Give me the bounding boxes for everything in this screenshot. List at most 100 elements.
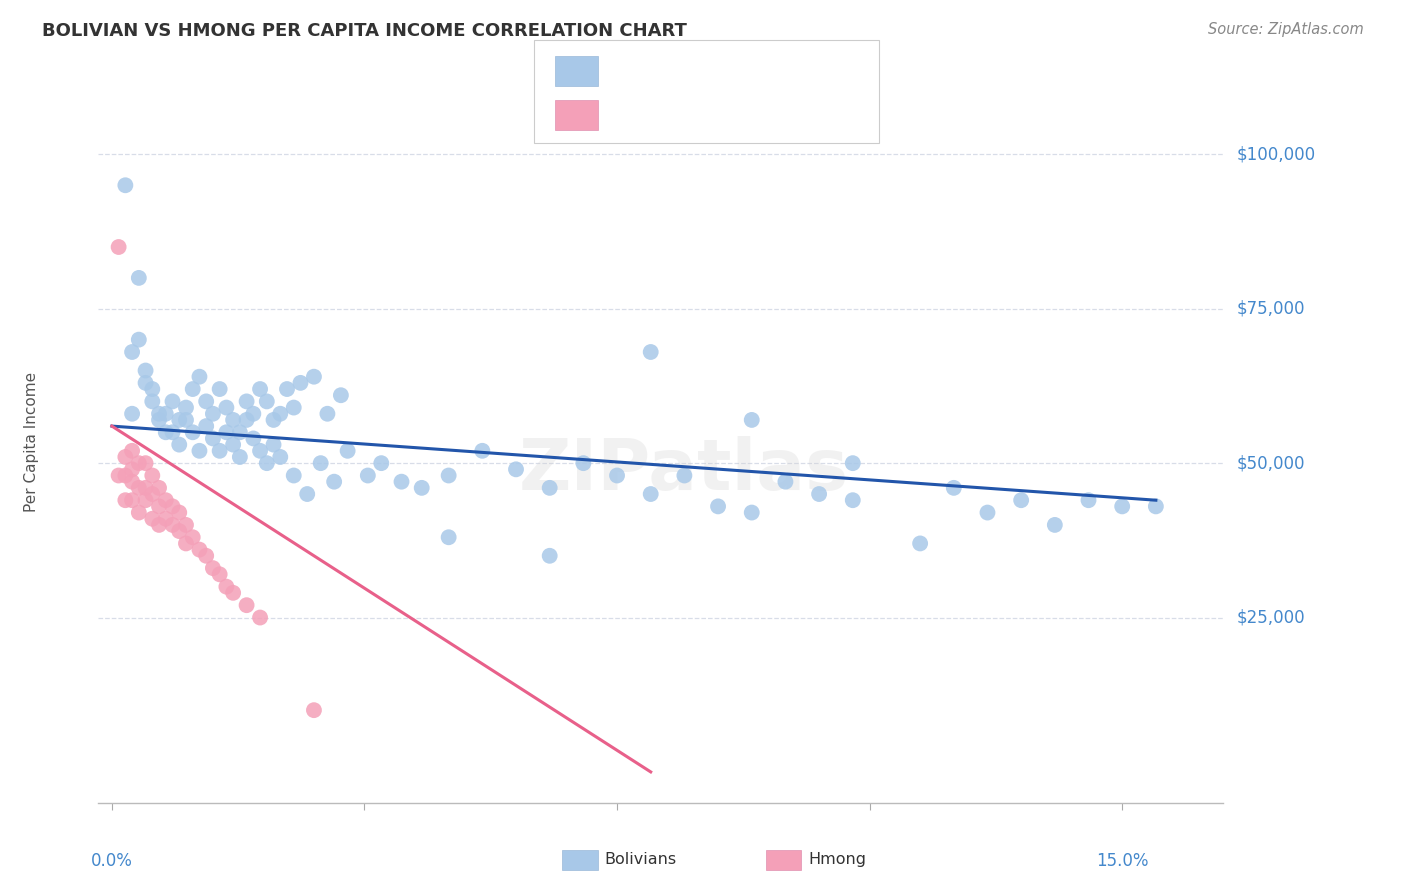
Point — [188, 369, 211, 384]
Point — [114, 450, 136, 464]
Point — [229, 425, 252, 440]
Point — [201, 407, 224, 421]
Point — [148, 413, 170, 427]
Point — [114, 178, 136, 193]
Point — [235, 598, 257, 612]
Point — [283, 401, 305, 415]
Point — [208, 443, 231, 458]
Point — [329, 388, 352, 402]
Point — [538, 549, 561, 563]
Point — [263, 413, 285, 427]
Point — [302, 703, 325, 717]
Point — [741, 506, 763, 520]
Point — [842, 456, 865, 470]
Point — [263, 437, 285, 451]
Point — [135, 376, 157, 390]
Point — [316, 407, 339, 421]
Point — [148, 500, 170, 514]
Text: Source: ZipAtlas.com: Source: ZipAtlas.com — [1208, 22, 1364, 37]
Point — [215, 425, 238, 440]
Point — [174, 401, 197, 415]
Point — [1111, 500, 1133, 514]
Point — [538, 481, 561, 495]
Point — [215, 401, 238, 415]
Text: 88: 88 — [756, 63, 779, 78]
Point — [121, 443, 143, 458]
Point — [162, 425, 184, 440]
Text: -0.168: -0.168 — [644, 63, 696, 78]
Point — [437, 468, 460, 483]
Text: -0.519: -0.519 — [644, 107, 696, 122]
Point — [128, 456, 150, 470]
Point — [195, 419, 218, 434]
Text: N =: N = — [721, 107, 758, 122]
Point — [167, 413, 190, 427]
Point — [572, 456, 595, 470]
Point — [167, 524, 190, 538]
Text: BOLIVIAN VS HMONG PER CAPITA INCOME CORRELATION CHART: BOLIVIAN VS HMONG PER CAPITA INCOME CORR… — [42, 22, 688, 40]
Point — [606, 468, 628, 483]
Point — [174, 517, 197, 532]
Point — [775, 475, 797, 489]
Point — [1144, 500, 1167, 514]
Point — [229, 450, 252, 464]
Point — [249, 443, 271, 458]
Point — [276, 382, 298, 396]
Text: R =: R = — [609, 63, 644, 78]
Point — [155, 425, 177, 440]
Point — [222, 586, 245, 600]
Point — [222, 413, 245, 427]
Text: $50,000: $50,000 — [1237, 454, 1305, 472]
Text: Bolivians: Bolivians — [605, 853, 676, 867]
Point — [235, 413, 257, 427]
Point — [181, 425, 204, 440]
Point — [215, 580, 238, 594]
Point — [323, 475, 346, 489]
Point — [121, 493, 143, 508]
Point — [309, 456, 332, 470]
Point — [162, 517, 184, 532]
Point — [942, 481, 965, 495]
Point — [302, 369, 325, 384]
Point — [437, 530, 460, 544]
Text: N =: N = — [721, 63, 758, 78]
Point — [195, 549, 218, 563]
Point — [141, 382, 163, 396]
Point — [128, 481, 150, 495]
Point — [640, 487, 662, 501]
Point — [391, 475, 413, 489]
Point — [297, 487, 319, 501]
Point — [141, 487, 163, 501]
Point — [141, 394, 163, 409]
Point — [249, 382, 271, 396]
Point — [107, 468, 129, 483]
Point — [181, 530, 204, 544]
Point — [195, 394, 218, 409]
Point — [411, 481, 433, 495]
Point — [269, 450, 291, 464]
Point — [135, 363, 157, 377]
Point — [181, 382, 204, 396]
Point — [107, 240, 129, 254]
Point — [290, 376, 312, 390]
Point — [141, 468, 163, 483]
Point — [707, 500, 730, 514]
Point — [673, 468, 696, 483]
Point — [976, 506, 998, 520]
Point — [155, 493, 177, 508]
Text: $75,000: $75,000 — [1237, 300, 1305, 318]
Text: R =: R = — [609, 107, 644, 122]
Point — [174, 413, 197, 427]
Text: 15.0%: 15.0% — [1095, 852, 1149, 871]
Point — [148, 407, 170, 421]
Point — [167, 506, 190, 520]
Point — [741, 413, 763, 427]
Point — [135, 481, 157, 495]
Text: 39: 39 — [756, 107, 779, 122]
Point — [188, 542, 211, 557]
Point — [114, 468, 136, 483]
Point — [162, 394, 184, 409]
Point — [208, 382, 231, 396]
Point — [121, 462, 143, 476]
Point — [128, 506, 150, 520]
